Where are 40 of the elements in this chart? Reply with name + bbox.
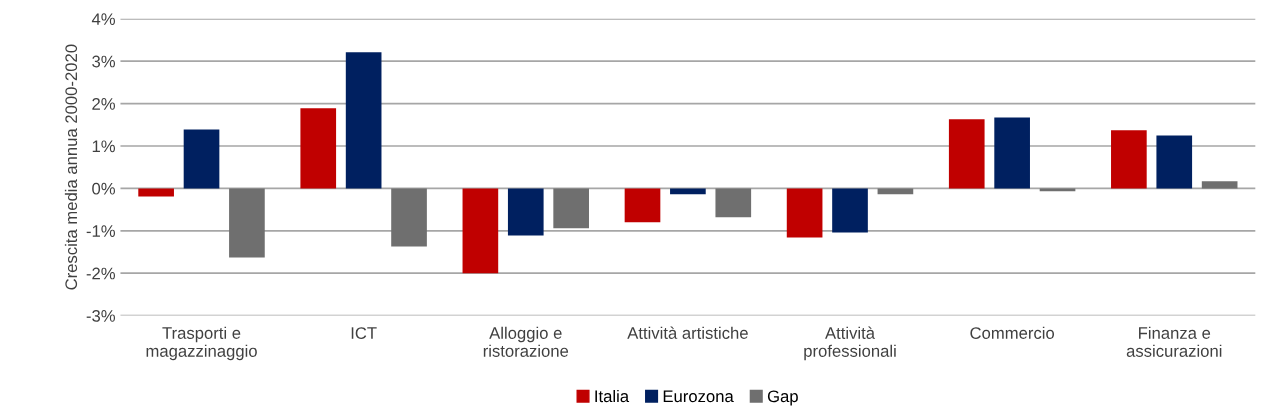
bar bbox=[300, 108, 337, 189]
bar bbox=[715, 188, 752, 218]
bar bbox=[877, 188, 914, 195]
legend-label: Eurozona bbox=[663, 390, 734, 403]
bar bbox=[1039, 188, 1076, 192]
x-tick-label: Alloggio e ristorazione bbox=[483, 326, 569, 357]
x-tick-label: ICT bbox=[351, 327, 377, 339]
bar bbox=[391, 188, 427, 247]
y-tick-label: 0% bbox=[92, 182, 116, 195]
y-tick-label: 2% bbox=[92, 98, 116, 110]
x-tick-label: Trasporti e magazzinaggio bbox=[146, 326, 257, 361]
bar bbox=[553, 188, 589, 229]
bar bbox=[507, 188, 544, 236]
bar bbox=[1111, 130, 1147, 189]
bar bbox=[345, 52, 382, 189]
bar bbox=[183, 129, 220, 189]
x-tick-label: Attività artistiche bbox=[627, 326, 748, 339]
legend-label: Italia bbox=[595, 389, 630, 403]
legend-label: Gap bbox=[767, 390, 798, 406]
bar bbox=[1156, 135, 1193, 189]
y-tick-label: 3% bbox=[92, 55, 116, 68]
x-tick-label: Finanza e assicurazioni bbox=[1126, 326, 1222, 357]
bar bbox=[229, 188, 265, 258]
y-axis-title: Crescita media annua 2000-2020 bbox=[64, 44, 78, 290]
bar bbox=[948, 119, 985, 189]
bar bbox=[670, 188, 706, 195]
bar bbox=[994, 117, 1030, 189]
x-tick-label: Commercio bbox=[970, 326, 1055, 339]
y-tick-label: -1% bbox=[86, 225, 116, 237]
bar bbox=[624, 188, 661, 223]
y-tick-label: 1% bbox=[92, 140, 116, 153]
bar bbox=[138, 188, 174, 197]
bar bbox=[832, 188, 868, 233]
bar bbox=[786, 188, 823, 238]
bar bbox=[1201, 181, 1238, 189]
bar bbox=[462, 188, 499, 274]
y-tick-label: -3% bbox=[86, 309, 116, 322]
y-tick-label: 4% bbox=[91, 13, 116, 25]
y-tick-label: -2% bbox=[86, 267, 116, 280]
x-tick-label: Attività professionali bbox=[804, 326, 896, 361]
